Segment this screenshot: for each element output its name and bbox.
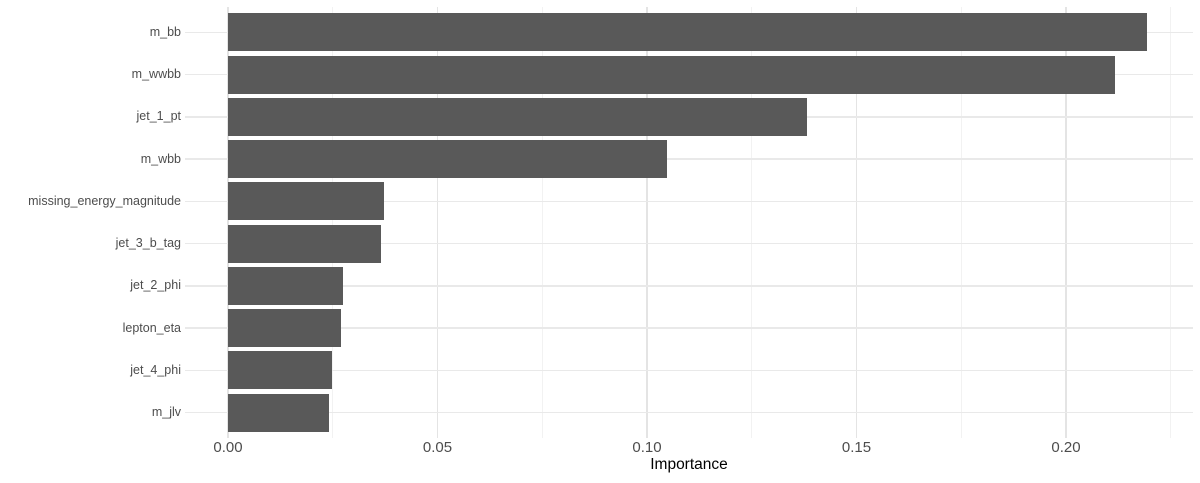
y-axis-label-m_wbb: m_wbb — [140, 151, 181, 166]
gridline-horizontal-major — [185, 411, 1193, 414]
bar-jet_3_b_tag — [228, 224, 381, 263]
gridline-vertical-minor — [332, 7, 334, 438]
bar-m_jlv — [228, 393, 329, 432]
bar-jet_4_phi — [228, 351, 333, 390]
y-axis-label-jet_1_pt: jet_1_pt — [136, 109, 181, 124]
x-axis-tick-label: 0.20 — [1051, 439, 1081, 456]
gridline-vertical-major — [1065, 7, 1067, 438]
bar-missing_energy_magnitude — [228, 182, 385, 221]
x-axis-tick-label: 0.05 — [422, 439, 453, 456]
gridline-horizontal-major — [185, 200, 1193, 203]
bar-m_wwbb — [228, 55, 1116, 94]
bar-m_bb — [228, 13, 1148, 52]
y-axis-label-m_jlv: m_jlv — [151, 405, 181, 420]
gridline-horizontal-major — [185, 327, 1193, 329]
bar-jet_2_phi — [228, 266, 343, 305]
gridline-vertical-major — [855, 7, 858, 438]
gridline-vertical-minor — [1170, 7, 1172, 438]
x-axis-tick-label: 0.15 — [841, 439, 872, 456]
bar-lepton_eta — [228, 309, 342, 348]
gridline-vertical-minor — [751, 7, 753, 438]
y-axis-label-jet_2_phi: jet_2_phi — [130, 278, 181, 293]
bar-m_wbb — [228, 140, 667, 179]
gridline-horizontal-major — [185, 158, 1193, 160]
bar-jet_1_pt — [228, 97, 807, 136]
y-axis-label-m_bb: m_bb — [149, 24, 181, 39]
y-axis-label-lepton_eta: lepton_eta — [122, 320, 181, 335]
gridline-vertical-minor — [960, 7, 962, 438]
y-axis-label-missing_energy_magnitude: missing_energy_magnitude — [28, 193, 181, 208]
gridline-vertical-major — [227, 7, 229, 438]
gridline-vertical-major — [646, 7, 648, 438]
y-axis-label-m_wwbb: m_wwbb — [131, 67, 181, 82]
x-axis-title: Importance — [650, 456, 728, 473]
gridline-horizontal-major — [185, 285, 1193, 287]
x-axis-tick-label: 0.00 — [213, 439, 243, 456]
x-axis-tick-label: 0.10 — [632, 439, 662, 456]
y-axis-label-jet_4_phi: jet_4_phi — [130, 362, 181, 377]
y-axis-label-jet_3_b_tag: jet_3_b_tag — [115, 236, 181, 251]
gridline-vertical-major — [436, 7, 439, 438]
gridline-horizontal-major — [185, 242, 1193, 245]
gridline-horizontal-major — [185, 369, 1193, 372]
gridline-vertical-minor — [541, 7, 543, 438]
